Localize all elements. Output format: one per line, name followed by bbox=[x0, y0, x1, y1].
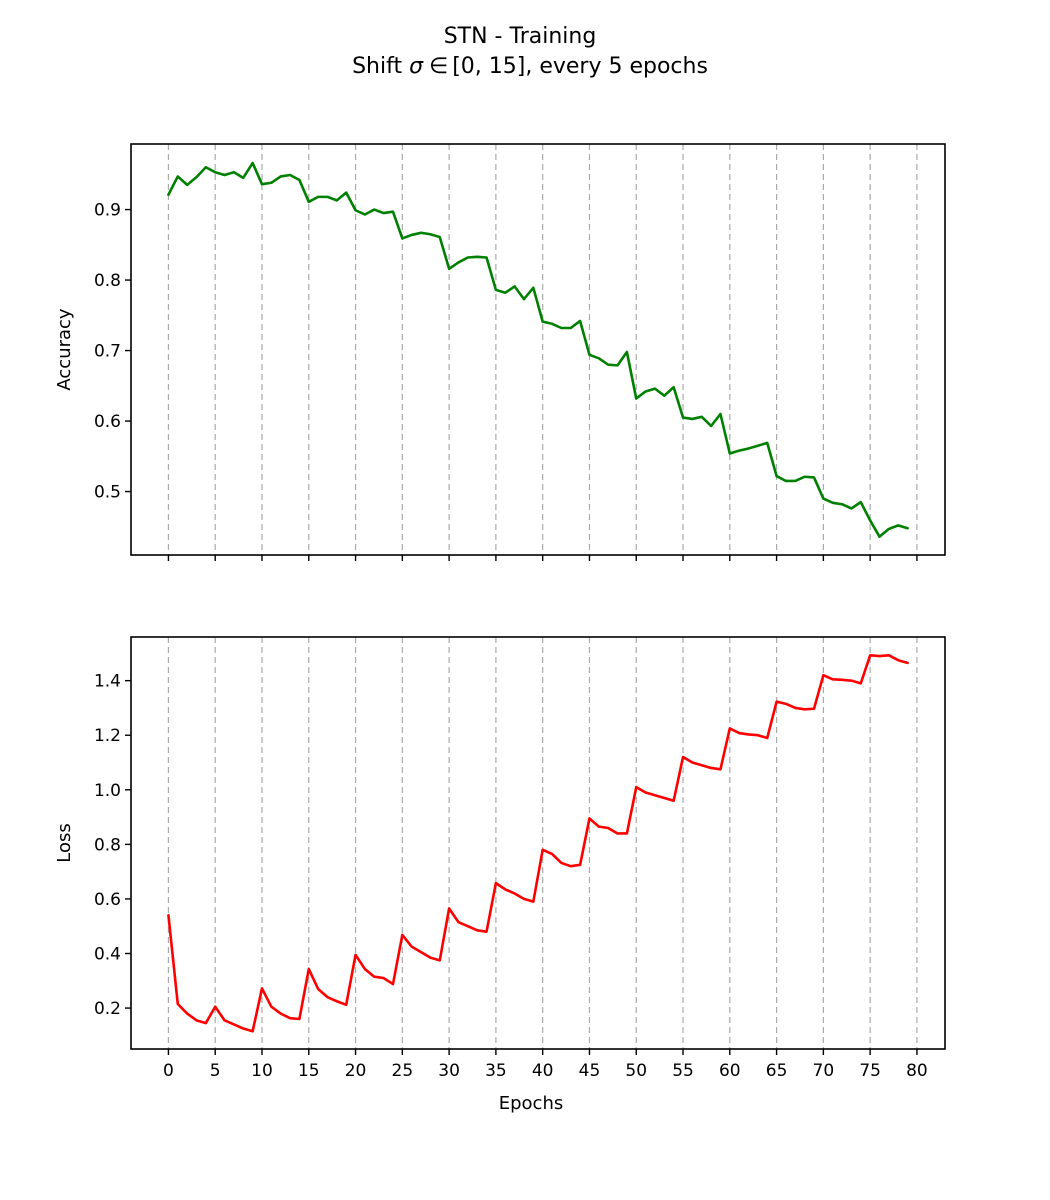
y-tick-label: 1.0 bbox=[94, 781, 121, 801]
panel-accuracy: 0.5 0.6 0.7 0.8 0.9 Accuracy bbox=[54, 143, 946, 561]
x-tick-label: 5 bbox=[210, 1061, 221, 1081]
x-tick-label: 50 bbox=[625, 1061, 647, 1081]
x-tick-label: 30 bbox=[438, 1061, 460, 1081]
title-prefix: Shift bbox=[352, 54, 409, 79]
title-in: ∈ bbox=[429, 54, 448, 79]
x-axis-label: Epochs bbox=[499, 1093, 564, 1114]
axes-frame bbox=[130, 636, 946, 1050]
y-tick-label: 0.6 bbox=[94, 412, 121, 432]
series-line-loss bbox=[167, 653, 909, 1033]
y-tick-label: 0.8 bbox=[94, 271, 121, 291]
x-tick-label: 25 bbox=[392, 1061, 414, 1081]
x-tick-label: 0 bbox=[163, 1061, 174, 1081]
panel-loss: 0.2 0.4 0.6 0.8 1.0 1.2 1.4 0 5 10 15 20 25 30 35 40 45 5… bbox=[54, 636, 946, 1114]
title-sigma: σ bbox=[409, 54, 424, 79]
x-tick-label: 45 bbox=[579, 1061, 601, 1081]
x-tick-label: 10 bbox=[251, 1061, 273, 1081]
y-tick-label: 1.4 bbox=[94, 672, 121, 692]
x-tick-label: 80 bbox=[906, 1061, 928, 1081]
y-tick-label: 0.5 bbox=[94, 483, 121, 503]
x-tick-label: 60 bbox=[719, 1061, 741, 1081]
y-tick-label: 0.8 bbox=[94, 835, 121, 855]
y-axis-label: Loss bbox=[54, 823, 75, 862]
x-tick-label: 40 bbox=[532, 1061, 554, 1081]
series-line-accuracy bbox=[167, 161, 909, 538]
x-tick-label: 75 bbox=[859, 1061, 881, 1081]
y-tick-label: 0.2 bbox=[94, 999, 121, 1019]
y-tick-label: 0.9 bbox=[94, 201, 121, 221]
figure-title-line2: Shift σ ∈ [0, 15], every 5 epochs bbox=[352, 54, 708, 79]
x-tick-label: 55 bbox=[672, 1061, 694, 1081]
title-suffix: , every 5 epochs bbox=[525, 54, 708, 79]
y-axis-label: Accuracy bbox=[54, 308, 75, 391]
figure-title-line1: STN - Training bbox=[444, 24, 597, 49]
x-tick-label: 65 bbox=[766, 1061, 788, 1081]
x-tick-label: 35 bbox=[485, 1061, 507, 1081]
x-tick-label: 20 bbox=[345, 1061, 367, 1081]
x-tick-label: 70 bbox=[813, 1061, 835, 1081]
title-range: [0, 15] bbox=[452, 54, 525, 79]
x-tick-label: 15 bbox=[298, 1061, 320, 1081]
y-tick-label: 1.2 bbox=[94, 726, 121, 746]
y-tick-label: 0.7 bbox=[94, 342, 121, 362]
y-tick-label: 0.4 bbox=[94, 945, 121, 965]
axes-frame bbox=[130, 143, 946, 556]
y-tick-label: 0.6 bbox=[94, 890, 121, 910]
